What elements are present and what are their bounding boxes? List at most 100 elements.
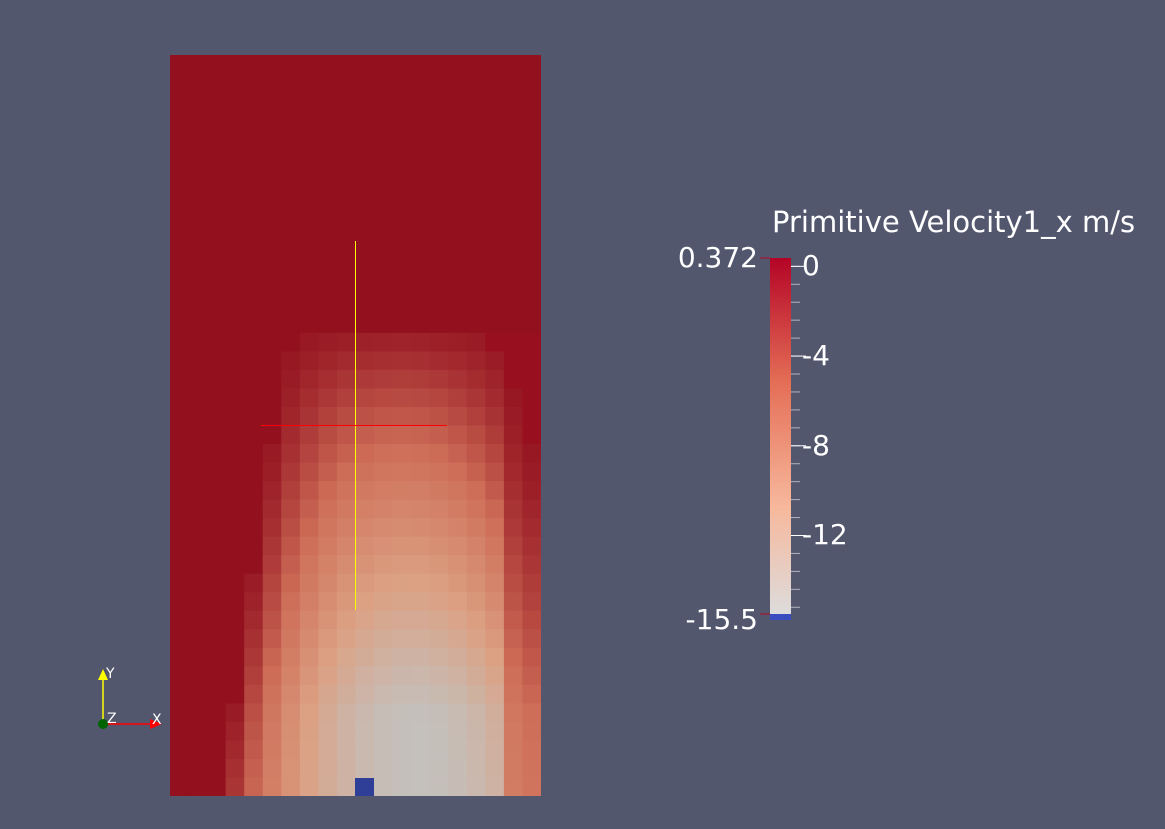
field-cell — [411, 740, 431, 760]
field-cell — [225, 647, 245, 667]
field-cell — [411, 592, 431, 612]
field-cell — [262, 277, 282, 297]
field-cell — [429, 55, 449, 75]
field-cell — [336, 92, 357, 112]
field-cell — [207, 499, 227, 519]
field-cell — [225, 369, 245, 390]
field-cell — [188, 369, 208, 390]
field-cell — [522, 703, 541, 723]
field-cell — [188, 184, 208, 204]
field-cell — [318, 610, 338, 630]
field-cell — [207, 240, 227, 260]
field-cell — [522, 314, 541, 334]
field-cell — [336, 332, 357, 353]
field-cell — [448, 592, 468, 612]
field-cell — [299, 388, 319, 408]
field-cell — [448, 406, 468, 427]
field-cell — [355, 295, 375, 315]
field-cell — [522, 55, 541, 75]
field-cell — [170, 758, 190, 779]
field-cell — [355, 240, 375, 260]
field-cell — [374, 499, 394, 519]
field-cell — [411, 684, 431, 704]
field-cell — [503, 388, 524, 408]
field-cell — [485, 536, 505, 556]
field-cell — [188, 721, 208, 742]
field-cell — [299, 240, 319, 260]
field-cell — [411, 444, 431, 464]
field-cell — [336, 499, 357, 519]
field-cell — [318, 166, 338, 186]
field-cell — [392, 684, 412, 704]
field-cell — [392, 481, 412, 501]
field-cell — [244, 499, 264, 519]
field-cell — [262, 499, 282, 519]
field-cell — [503, 481, 524, 501]
field-cell — [170, 73, 190, 93]
field-cell — [466, 203, 486, 223]
field-cell — [392, 777, 412, 796]
field-cell — [299, 166, 319, 186]
field-cell — [170, 184, 190, 204]
z-axis-dot-icon — [98, 719, 108, 729]
field-cell — [188, 462, 208, 482]
field-cell — [244, 721, 264, 742]
field-cell — [170, 314, 190, 334]
field-cell — [411, 55, 431, 75]
field-cell — [374, 203, 394, 223]
field-cell — [170, 110, 190, 130]
field-cell — [485, 240, 505, 260]
field-cell — [392, 499, 412, 519]
field-cell — [374, 73, 394, 93]
field-cell — [374, 703, 394, 723]
field-cell — [299, 314, 319, 334]
field-cell — [281, 647, 301, 667]
field-cell — [318, 55, 338, 75]
colorbar-min-label: -15.5 — [685, 603, 758, 636]
field-cell — [244, 314, 264, 334]
field-cell — [299, 721, 319, 742]
field-cell — [170, 147, 190, 167]
field-cell — [207, 462, 227, 482]
field-cell — [170, 518, 190, 538]
field-cell — [170, 555, 190, 575]
field-cell — [225, 92, 245, 112]
field-cell — [170, 703, 190, 723]
field-cell — [318, 406, 338, 427]
field-cell — [281, 295, 301, 315]
field-cell — [448, 73, 468, 93]
field-cell — [485, 147, 505, 167]
field-cell — [429, 592, 449, 612]
field-cell — [244, 92, 264, 112]
field-cell — [374, 425, 394, 445]
field-cell — [411, 610, 431, 630]
field-cell — [336, 573, 357, 593]
orientation-axes — [98, 669, 162, 729]
velocity-field-slice[interactable] — [170, 55, 541, 796]
field-cell — [485, 314, 505, 334]
field-cell — [485, 406, 505, 427]
field-cell — [188, 295, 208, 315]
field-cell — [225, 166, 245, 186]
field-cell — [244, 592, 264, 612]
field-cell — [522, 499, 541, 519]
colorbar-gradient[interactable] — [770, 258, 791, 620]
field-cell — [355, 444, 375, 464]
field-cell — [392, 73, 412, 93]
field-cell — [411, 277, 431, 297]
field-cell — [522, 425, 541, 445]
field-cell — [392, 721, 412, 742]
field-cell — [225, 332, 245, 353]
field-cell — [374, 129, 394, 149]
field-cell — [503, 221, 524, 241]
field-cell — [374, 332, 394, 353]
field-cell — [448, 369, 468, 390]
field-cell — [522, 369, 541, 390]
field-cell — [336, 351, 357, 371]
field-cell — [522, 518, 541, 538]
field-cell — [244, 481, 264, 501]
field-cell — [429, 351, 449, 371]
field-cell — [299, 444, 319, 464]
field-cell — [299, 758, 319, 779]
